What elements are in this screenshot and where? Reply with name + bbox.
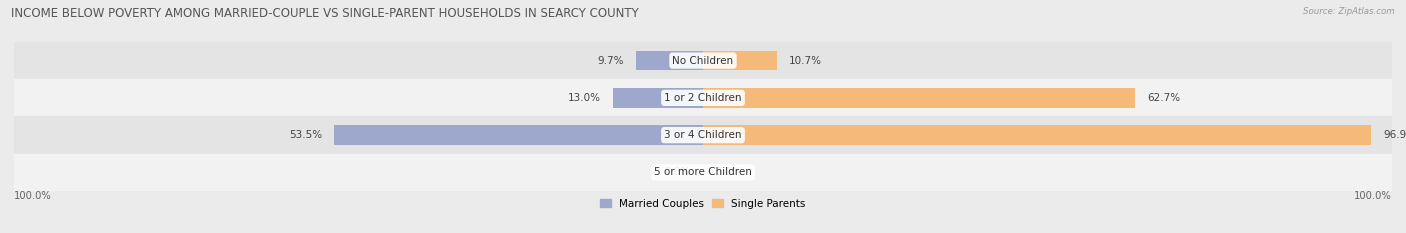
Text: Source: ZipAtlas.com: Source: ZipAtlas.com (1303, 7, 1395, 16)
Text: 100.0%: 100.0% (14, 191, 52, 201)
Text: 62.7%: 62.7% (1147, 93, 1181, 103)
Text: INCOME BELOW POVERTY AMONG MARRIED-COUPLE VS SINGLE-PARENT HOUSEHOLDS IN SEARCY : INCOME BELOW POVERTY AMONG MARRIED-COUPL… (11, 7, 638, 20)
Bar (335, 125, 703, 145)
Text: 3 or 4 Children: 3 or 4 Children (664, 130, 742, 140)
Text: 53.5%: 53.5% (288, 130, 322, 140)
Bar (636, 51, 703, 70)
Bar (14, 154, 1392, 191)
Text: 0.0%: 0.0% (716, 168, 741, 177)
Text: 13.0%: 13.0% (568, 93, 600, 103)
Text: 9.7%: 9.7% (598, 56, 624, 65)
Bar (613, 88, 703, 108)
Text: 5 or more Children: 5 or more Children (654, 168, 752, 177)
Text: 10.7%: 10.7% (789, 56, 823, 65)
Text: 0.0%: 0.0% (665, 168, 690, 177)
Bar (703, 88, 1135, 108)
Bar (14, 42, 1392, 79)
Bar (14, 79, 1392, 116)
Bar (14, 116, 1392, 154)
Text: 100.0%: 100.0% (1354, 191, 1392, 201)
Legend: Married Couples, Single Parents: Married Couples, Single Parents (596, 194, 810, 213)
Text: No Children: No Children (672, 56, 734, 65)
Text: 96.9%: 96.9% (1384, 130, 1406, 140)
Bar (703, 51, 776, 70)
Text: 1 or 2 Children: 1 or 2 Children (664, 93, 742, 103)
Bar (703, 125, 1371, 145)
